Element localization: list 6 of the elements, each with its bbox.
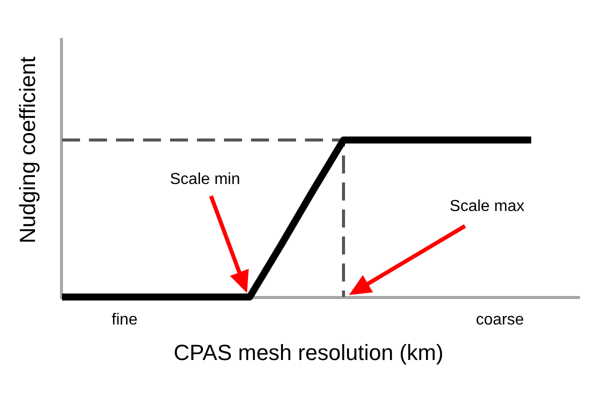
y-axis-title: Nudging coefficient <box>15 56 40 244</box>
x-axis-title: CPAS mesh resolution (km) <box>174 340 444 365</box>
annotation: Scale max <box>450 198 524 216</box>
x-tick-label: fine <box>112 311 138 328</box>
annotation: Scale min <box>170 171 240 188</box>
x-tick-label: coarse <box>476 311 524 328</box>
